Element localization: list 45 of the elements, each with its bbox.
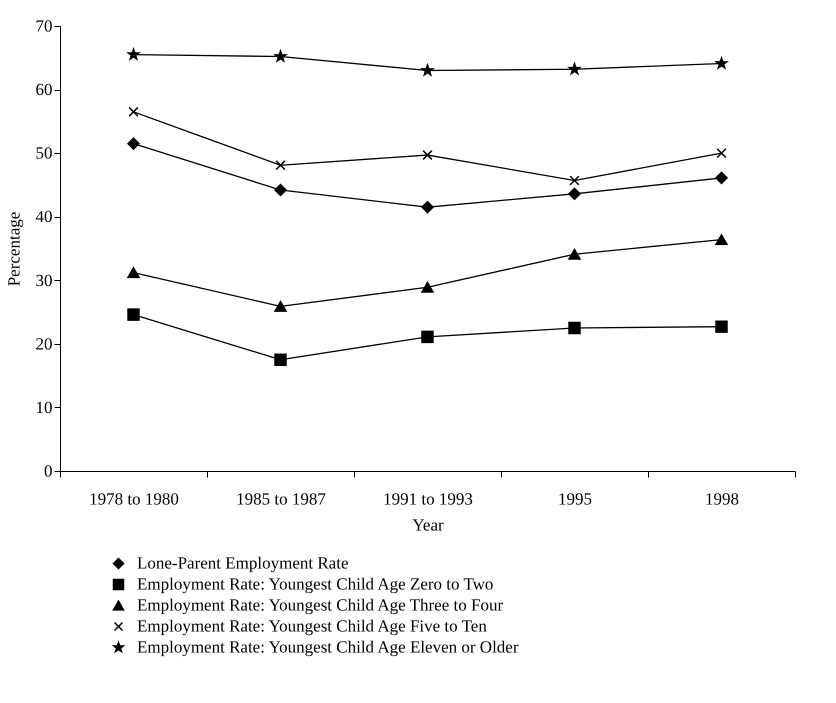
y-tick-label: 20 [36, 334, 52, 354]
point [127, 137, 140, 150]
x-tick-label: 1985 to 1987 [236, 490, 326, 508]
point [421, 330, 434, 344]
point [274, 354, 287, 366]
point [128, 48, 140, 60]
point [274, 184, 287, 196]
x-axis-title: Year [412, 516, 444, 534]
point [422, 150, 433, 160]
point [715, 234, 728, 246]
point [716, 57, 728, 69]
y-tick-label: 0 [44, 462, 52, 480]
x-tick-label: 1991 to 1993 [383, 490, 473, 508]
x-tick-label: 1998 [705, 490, 739, 508]
y-tick-label: 30 [36, 270, 52, 290]
point [716, 148, 727, 158]
y-tick-label: 10 [36, 398, 52, 417]
point [569, 175, 580, 186]
legend-label: Employment Rate: Youngest Child Age Three to Four [137, 596, 504, 614]
x-tick-label: 1995 [558, 490, 592, 508]
x-tick-label: 1978 to 1980 [89, 490, 179, 508]
point [715, 172, 728, 184]
point [568, 63, 580, 74]
y-tick-label: 40 [36, 207, 52, 226]
point [274, 300, 287, 312]
point [715, 320, 728, 333]
y-tick-label: 70 [36, 16, 52, 36]
y-axis-title: Percentage [4, 212, 24, 286]
legend-label: Lone-Parent Employment Rate [137, 554, 348, 572]
legend-label: Employment Rate: Youngest Child Age Five to Ten [137, 616, 488, 636]
point [127, 308, 140, 321]
point [421, 200, 434, 214]
point [568, 188, 581, 200]
point [421, 282, 434, 293]
y-tick-label: 60 [36, 80, 52, 100]
y-tick-label: 50 [36, 144, 52, 163]
point [128, 106, 139, 117]
point [568, 322, 581, 334]
point [275, 160, 286, 170]
point [127, 267, 140, 278]
point [274, 50, 286, 62]
legend-label: Employment Rate: Youngest Child Age Zero to Two [137, 574, 494, 594]
point [422, 64, 434, 76]
legend-label: Employment Rate: Youngest Child Age Eleven or Older [137, 638, 519, 656]
point [568, 248, 581, 260]
